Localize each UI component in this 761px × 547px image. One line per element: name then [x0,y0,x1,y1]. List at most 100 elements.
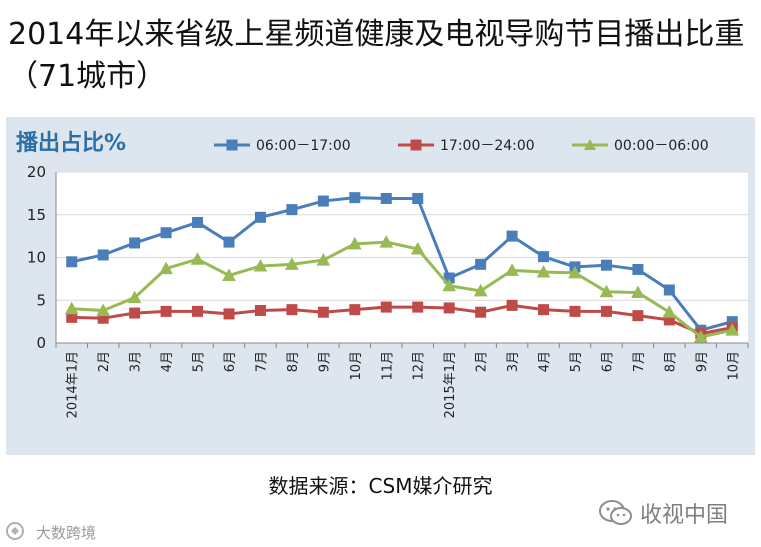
x-tick-label: 9月 [695,351,710,372]
x-tick-label: 10月 [349,351,364,381]
x-tick-label: 12月 [412,351,427,381]
x-tick-label: 3月 [506,351,521,372]
data-point [538,304,550,316]
data-point [632,263,644,275]
x-tick-label: 6月 [223,351,238,372]
x-tick-label: 4月 [160,351,175,372]
data-point [475,258,487,270]
x-tick-label: 4月 [538,351,553,372]
legend-marker [226,139,238,151]
x-tick-label: 11月 [380,351,395,381]
legend-marker [584,139,596,150]
y-tick-label: 0 [36,334,46,352]
data-point [380,301,392,313]
data-point [600,305,612,317]
x-tick-label: 6月 [600,351,615,372]
data-point [192,305,204,317]
data-point [349,304,361,316]
data-point [726,316,738,328]
data-point [160,227,172,239]
data-point [66,311,78,323]
series-line-2 [71,303,733,336]
y-tick-label: 20 [27,163,46,181]
data-point [159,261,173,275]
data-point [223,236,235,248]
y-tick-label: 5 [36,291,46,309]
data-point [663,284,675,296]
x-tick-label: 3月 [129,351,144,372]
data-point [506,230,518,242]
data-point [129,237,141,249]
data-point [631,285,645,299]
data-point [254,211,266,223]
data-point [442,278,457,292]
legend-label: 17:00－24:00 [440,138,535,154]
data-point [632,310,644,322]
data-point [254,305,266,317]
data-point [222,268,236,281]
data-point [538,251,550,263]
data-point [475,306,487,318]
data-source: 数据来源：CSM媒介研究 [268,474,493,498]
data-point [505,263,519,276]
data-point [349,192,361,204]
data-point [97,249,109,261]
x-tick-label: 5月 [569,351,584,372]
data-point [347,236,362,250]
data-point [253,259,268,272]
data-point [536,264,551,278]
data-point [286,304,298,316]
legend-label: 00:00－06:00 [614,138,709,154]
data-point [506,299,518,311]
x-tick-label: 2月 [475,351,490,372]
x-tick-label: 2月 [97,351,112,372]
data-point [66,256,78,268]
data-point [317,195,329,207]
data-point [223,308,235,320]
data-point [317,306,329,318]
series-line-3 [71,240,733,339]
data-point [316,253,331,266]
x-tick-label: 7月 [632,351,647,372]
x-tick-label: 8月 [286,351,301,372]
x-tick-label: 7月 [254,351,269,372]
data-point [410,241,425,255]
x-tick-label: 10月 [726,351,741,381]
series-line-1 [71,196,733,332]
data-point [569,305,581,317]
data-point [96,303,111,317]
data-point [285,257,299,270]
wechat-icon [599,500,632,525]
y-tick-label: 10 [27,249,46,267]
data-point [97,312,109,324]
data-point [286,204,298,216]
watermark-logo-icon [6,522,24,540]
data-point [64,301,79,315]
data-point [129,307,141,319]
data-point [192,216,204,228]
data-point [600,259,612,271]
data-point [380,193,392,205]
data-point [160,305,172,317]
x-tick-label: 9月 [317,351,332,372]
data-point [443,302,455,314]
x-tick-label: 5月 [192,351,207,372]
data-point [379,235,394,248]
data-point [663,314,675,326]
data-point [599,284,614,298]
x-tick-label: 2014年1月 [66,351,81,418]
data-point [443,272,455,284]
watermark-right: 收视中国 [640,503,729,528]
data-point [693,329,708,343]
data-point [412,193,424,205]
legend-marker [410,139,422,151]
x-tick-label: 2015年1月 [443,351,458,418]
y-axis-title: 播出占比% [16,131,127,156]
data-point [662,305,677,318]
data-point [127,290,142,304]
legend-label: 06:00－17:00 [256,138,351,154]
data-point [412,301,424,313]
data-point [725,323,740,336]
data-point [473,283,488,297]
